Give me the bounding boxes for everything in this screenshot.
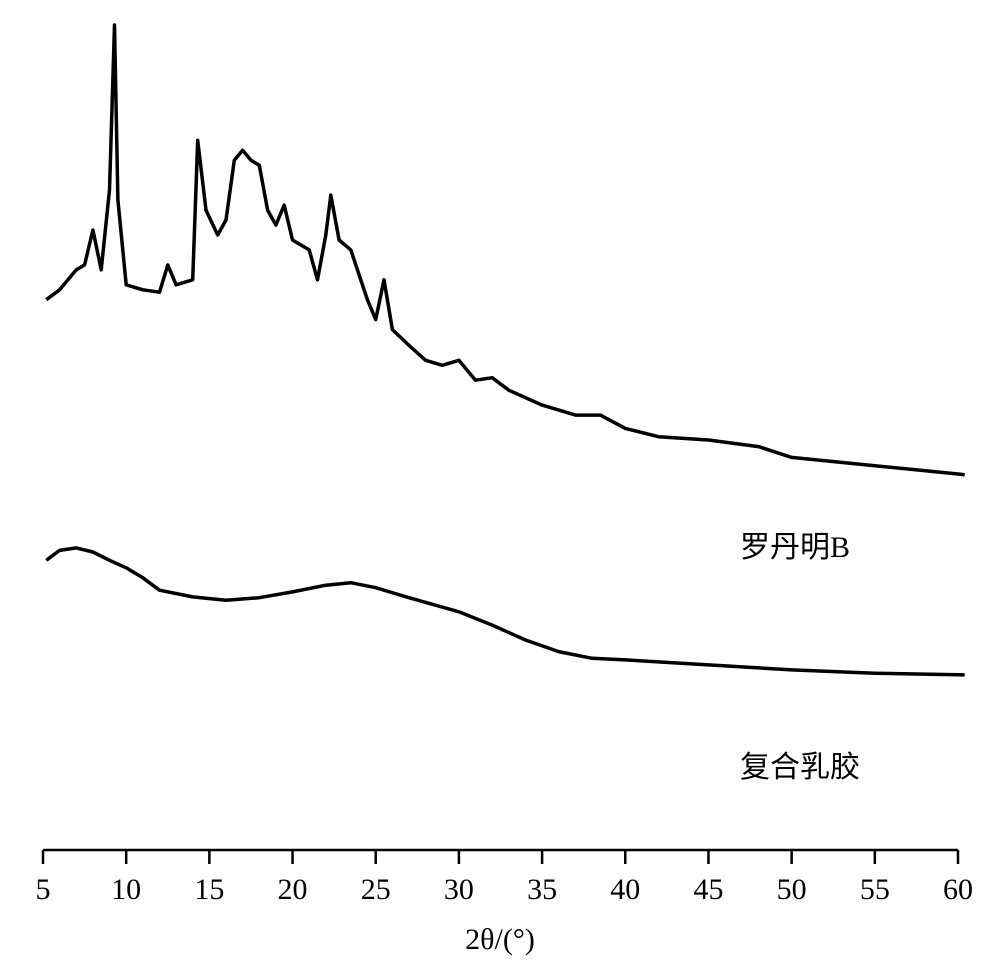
x-tick-label: 15 xyxy=(194,873,224,906)
x-tick-label: 5 xyxy=(36,873,51,906)
x-tick-label: 30 xyxy=(444,873,474,906)
series-line xyxy=(45,546,965,677)
x-tick-label: 45 xyxy=(693,873,723,906)
x-tick-label: 50 xyxy=(777,873,807,906)
x-tick-label: 40 xyxy=(610,873,640,906)
x-tick-label: 10 xyxy=(111,873,141,906)
series-line xyxy=(45,23,965,477)
series-label: 复合乳胶 xyxy=(740,751,860,784)
x-tick-label: 60 xyxy=(943,873,973,906)
x-tick-label: 35 xyxy=(527,873,557,906)
x-tick-label: 55 xyxy=(860,873,890,906)
x-axis-label: 2θ/(°) xyxy=(465,923,535,956)
series-label: 罗丹明B xyxy=(740,531,850,564)
x-tick-label: 20 xyxy=(278,873,308,906)
x-tick-label: 25 xyxy=(361,873,391,906)
